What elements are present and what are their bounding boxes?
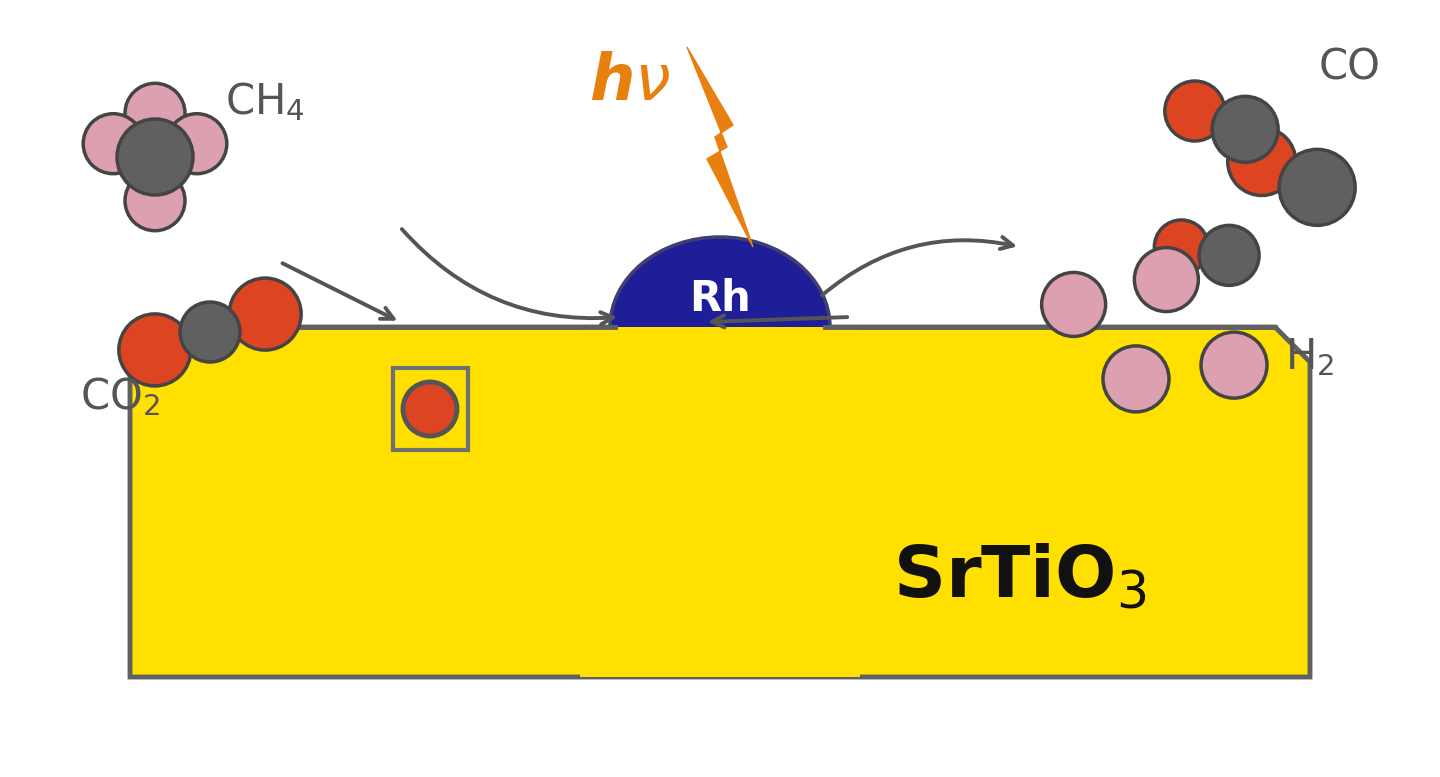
Circle shape <box>1212 96 1279 162</box>
Circle shape <box>1135 248 1198 312</box>
Text: SrTiO$_3$: SrTiO$_3$ <box>893 542 1148 612</box>
Polygon shape <box>687 47 753 247</box>
Circle shape <box>1041 273 1106 336</box>
Circle shape <box>125 171 184 231</box>
Circle shape <box>167 113 228 174</box>
Circle shape <box>125 83 184 143</box>
Circle shape <box>1201 332 1267 398</box>
Circle shape <box>1103 346 1169 412</box>
Circle shape <box>1155 220 1208 274</box>
Text: H$_2$: H$_2$ <box>1286 336 1335 378</box>
Circle shape <box>84 113 143 174</box>
Circle shape <box>1228 127 1296 196</box>
Circle shape <box>652 382 707 436</box>
Circle shape <box>229 278 301 350</box>
Bar <box>642 368 717 450</box>
Text: CH$_4$: CH$_4$ <box>225 81 305 124</box>
Polygon shape <box>130 327 1310 677</box>
Circle shape <box>117 119 193 195</box>
Text: Rh: Rh <box>690 278 750 320</box>
Circle shape <box>1165 81 1225 141</box>
Circle shape <box>120 314 192 386</box>
Circle shape <box>1200 225 1259 285</box>
Text: CO: CO <box>1319 46 1381 88</box>
Ellipse shape <box>611 237 829 417</box>
Text: h$\nu$: h$\nu$ <box>589 51 671 113</box>
Circle shape <box>180 302 240 362</box>
Text: CO$_2$: CO$_2$ <box>81 375 160 419</box>
Bar <box>393 368 468 450</box>
Circle shape <box>1279 149 1355 225</box>
Circle shape <box>403 382 456 436</box>
Bar <box>580 327 860 677</box>
